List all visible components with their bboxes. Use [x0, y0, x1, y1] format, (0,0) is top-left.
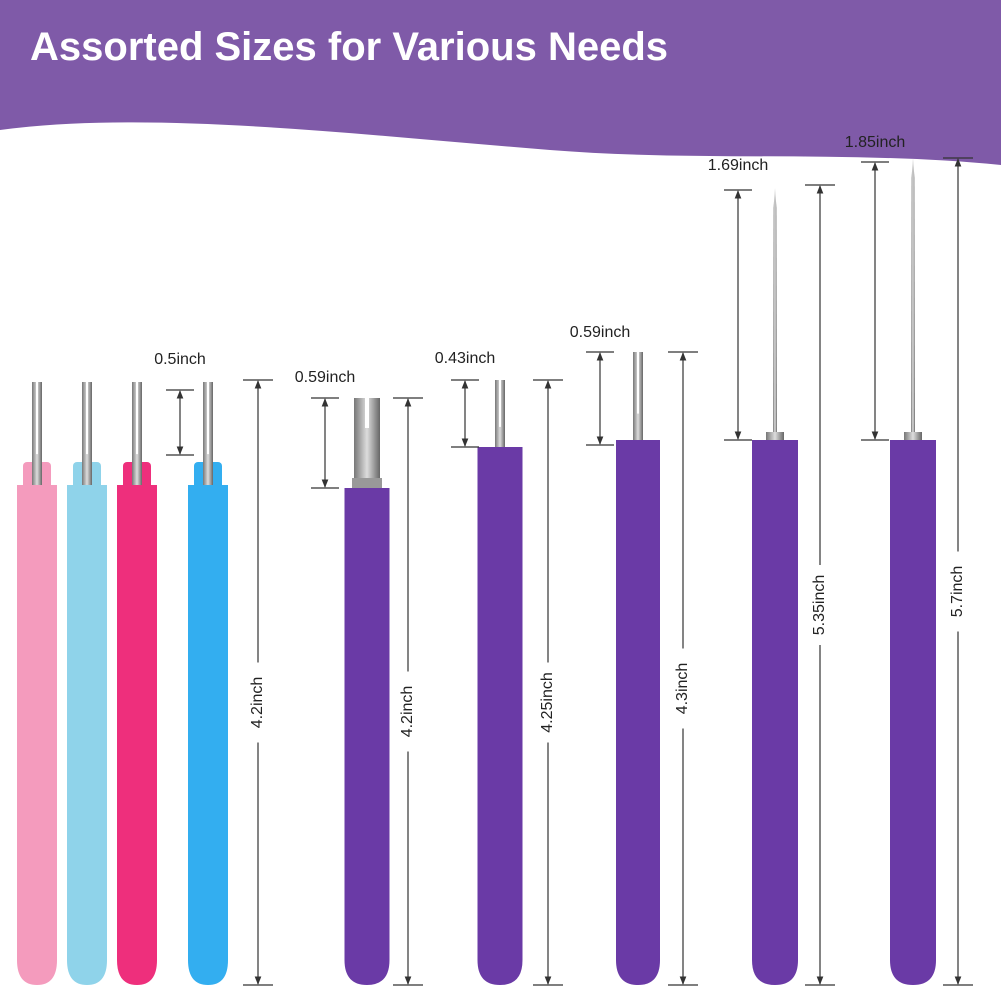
tip-length-label: 0.43inch	[435, 350, 496, 367]
pen-body	[117, 485, 157, 985]
total-length-label: 4.2inch	[249, 677, 266, 729]
slot-gap	[365, 398, 369, 428]
pen-collar	[904, 432, 922, 440]
total-length-label: 4.3inch	[674, 663, 691, 715]
total-length-label: 4.25inch	[539, 672, 556, 733]
pen-body	[890, 440, 936, 985]
pen-collar	[766, 432, 784, 440]
tip-length-label: 0.5inch	[154, 351, 206, 368]
header-band	[0, 0, 1001, 165]
tools: 0.5inch 4.2inch 0.59inch 4.2inch 0.43inch 4.2…	[17, 134, 973, 986]
title: Assorted Sizes for Various Needs	[30, 25, 668, 69]
slot-gap	[637, 352, 639, 414]
pen-body	[17, 485, 57, 985]
total-length-label: 5.35inch	[811, 575, 828, 636]
slot-gap	[207, 382, 209, 455]
slot-gap	[86, 382, 88, 455]
label-bg	[539, 662, 557, 743]
pen-body	[188, 485, 228, 985]
label-bg	[674, 648, 692, 729]
label-bg	[249, 662, 267, 743]
tip-length-label: 1.69inch	[708, 157, 769, 174]
total-length-label: 5.7inch	[949, 566, 966, 618]
slot-gap	[499, 380, 501, 427]
slot-gap	[36, 382, 38, 455]
slot-gap	[136, 382, 138, 455]
pen-body	[477, 447, 523, 985]
pen-body	[752, 440, 798, 985]
tip-length-label: 0.59inch	[295, 369, 356, 386]
label-bg	[811, 565, 829, 645]
pen-body	[616, 440, 660, 985]
needle	[773, 188, 777, 432]
pen-body	[67, 485, 107, 985]
pen-body	[344, 488, 390, 985]
pen-collar	[352, 478, 382, 488]
tip-length-label: 0.59inch	[570, 324, 631, 341]
tip-length-label: 1.85inch	[845, 134, 906, 151]
needle	[911, 158, 915, 432]
label-bg	[399, 671, 417, 752]
total-length-label: 4.2inch	[399, 686, 416, 738]
label-bg	[949, 551, 967, 632]
